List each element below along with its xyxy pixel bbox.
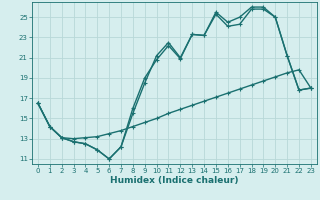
X-axis label: Humidex (Indice chaleur): Humidex (Indice chaleur) (110, 176, 239, 185)
